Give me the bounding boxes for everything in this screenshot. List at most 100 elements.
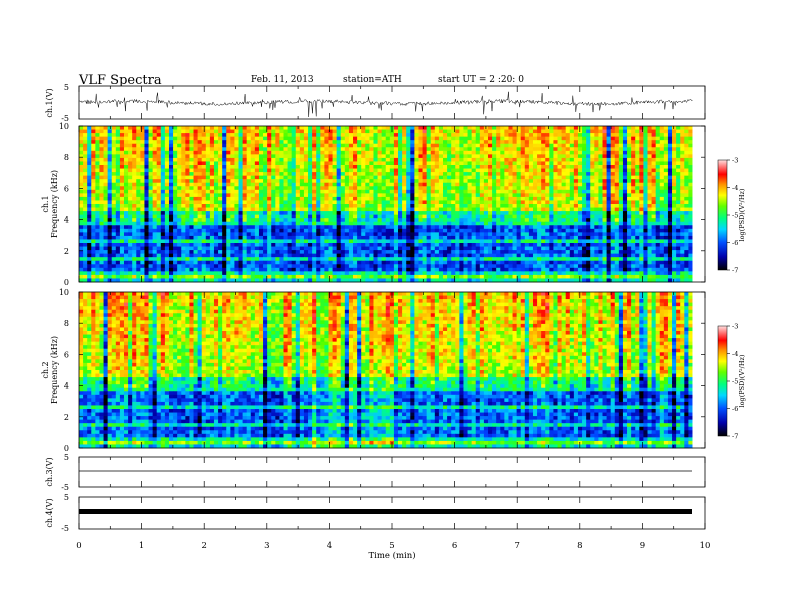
spectrogram-cell — [177, 143, 182, 148]
spectrogram-cell — [254, 140, 260, 145]
spectrogram-cell — [557, 193, 562, 198]
spectrogram-cell — [369, 225, 374, 230]
spectrogram-cell — [213, 204, 219, 208]
spectrogram-cell — [177, 154, 182, 159]
spectrogram-cell — [463, 200, 468, 205]
spectrogram-cell — [209, 207, 215, 212]
spectrogram-cell — [520, 165, 526, 169]
spectrogram-cell — [614, 225, 620, 230]
spectrogram-cell — [676, 196, 681, 201]
spectrogram-cell — [185, 221, 190, 226]
spectrogram-cell — [622, 147, 628, 152]
spectrogram-cell — [222, 126, 227, 130]
spectrogram-cell — [226, 221, 231, 226]
spectrogram-cell — [471, 136, 477, 141]
spectrogram-cell — [185, 204, 190, 208]
spectrogram-cell — [365, 154, 370, 159]
spectrogram-cell — [111, 157, 117, 162]
spectrogram-cell — [291, 150, 297, 155]
spectrogram-cell — [189, 165, 194, 169]
spectrogram-cell — [438, 161, 444, 166]
spectrogram-cell — [238, 207, 243, 212]
spectrogram-cell — [520, 157, 526, 162]
spectrogram-cell — [197, 147, 203, 152]
spectrogram-cell — [377, 189, 383, 194]
spectrogram-cell — [496, 136, 501, 141]
spectrogram-cell — [602, 147, 607, 152]
spectrogram-cell — [136, 207, 141, 212]
spectrogram-cell — [312, 168, 317, 173]
spectrogram-cell — [463, 129, 468, 134]
spectrogram-cell — [205, 235, 211, 240]
spectrogram-cell — [218, 193, 223, 198]
spectrogram-cell — [303, 133, 309, 138]
spectrogram-cell — [303, 193, 309, 198]
spectrogram-cell — [655, 232, 661, 237]
spectrogram-cell — [193, 193, 199, 198]
spectrogram-cell — [602, 133, 607, 138]
spectrogram-cell — [177, 211, 182, 216]
spectrogram-cell — [377, 165, 383, 169]
spectrogram-cell — [173, 150, 178, 155]
spectrogram-cell — [631, 239, 636, 244]
spectrogram-cell — [443, 204, 448, 208]
spectrogram-cell — [438, 221, 444, 226]
spectrogram-cell — [422, 150, 428, 155]
spectrogram-cell — [622, 168, 628, 173]
spectrogram-cell — [95, 225, 100, 230]
spectrogram-cell — [553, 235, 558, 240]
spectrogram-cell — [434, 179, 440, 184]
spectrogram-cell — [586, 129, 591, 134]
spectrogram-cell — [590, 221, 595, 226]
spectrogram-cell — [295, 193, 301, 198]
spectrogram-cell — [287, 129, 293, 134]
spectrogram-cell — [402, 211, 407, 216]
spectrogram-cell — [672, 232, 677, 237]
spectrogram-cell — [389, 200, 395, 205]
spectrogram-cell — [496, 140, 501, 145]
spectrogram-cell — [381, 165, 387, 169]
spectrogram-cell — [168, 175, 174, 180]
spectrogram-cell — [614, 165, 620, 169]
spectrogram-cell — [516, 147, 522, 152]
spectrogram-cell — [87, 235, 92, 240]
spectrogram-cell — [275, 204, 280, 208]
spectrogram-cell — [99, 214, 104, 219]
spectrogram-cell — [487, 140, 493, 145]
spectrogram-cell — [651, 200, 657, 205]
spectrogram-cell — [242, 186, 248, 191]
spectrogram-cell — [451, 218, 456, 223]
spectrogram-cell — [303, 126, 309, 130]
spectrogram-cell — [324, 221, 329, 226]
spectrogram-cell — [205, 133, 211, 138]
spectrogram-cell — [115, 175, 121, 180]
spectrogram-cell — [385, 172, 391, 177]
spectrogram-cell — [160, 157, 166, 162]
spectrogram-cell — [340, 143, 346, 148]
spectrogram-cell — [140, 225, 145, 230]
spectrogram-cell — [602, 214, 607, 219]
spectrogram-cell — [128, 133, 133, 138]
spectrogram-cell — [602, 232, 607, 237]
spectrogram-cell — [500, 186, 505, 191]
spectrogram-cell — [156, 204, 162, 208]
spectrogram-cell — [373, 196, 378, 201]
spectrogram-cell — [577, 126, 583, 130]
spectrogram-cell — [418, 200, 423, 205]
spectrogram-cell — [680, 207, 685, 212]
spectrogram-cell — [348, 129, 354, 134]
spectrogram-cell — [95, 140, 100, 145]
spectrogram-cell — [263, 207, 268, 212]
spectrogram-cell — [561, 221, 567, 226]
spectrogram-cell — [295, 225, 301, 230]
spectrogram-cell — [373, 133, 378, 138]
spectrogram-cell — [398, 157, 403, 162]
spectrogram-cell — [128, 182, 133, 187]
spectrogram-cell — [631, 193, 636, 198]
spectrogram-cell — [267, 179, 272, 184]
spectrogram-cell — [504, 207, 509, 212]
spectrogram-cell — [99, 165, 104, 169]
spectrogram-cell — [651, 133, 657, 138]
spectrogram-cell — [99, 200, 104, 205]
